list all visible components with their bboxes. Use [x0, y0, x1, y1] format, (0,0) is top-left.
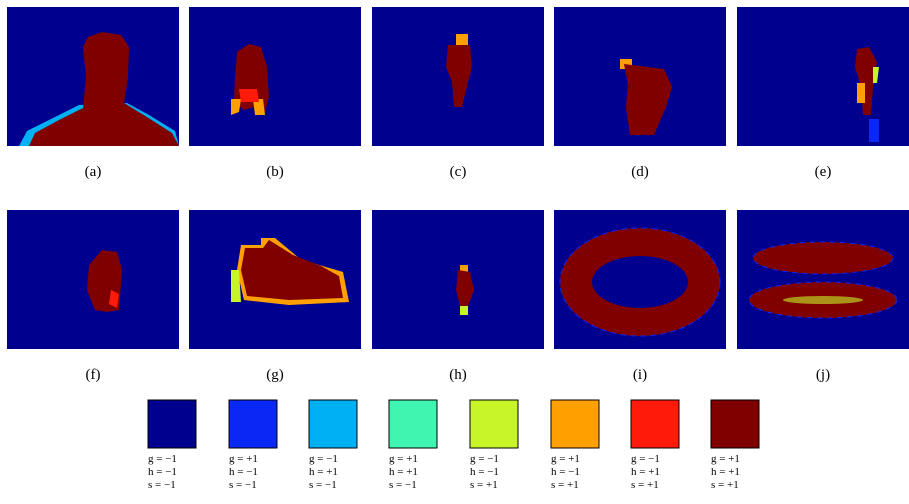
panel-label: (a) — [85, 164, 102, 180]
legend-text: h = +1 — [711, 466, 740, 478]
legend-swatch — [388, 399, 438, 449]
legend-text: g = +1 — [551, 453, 580, 465]
panel-label: (b) — [266, 164, 284, 180]
legend-swatch — [147, 399, 197, 449]
legend-text: h = −1 — [470, 466, 499, 478]
legend-text: h = −1 — [148, 466, 177, 478]
panel-label: (c) — [450, 164, 467, 180]
legend-item: g = +1h = −1s = +1 — [550, 399, 600, 491]
legend-text: s = −1 — [229, 479, 257, 491]
segment — [752, 241, 894, 275]
legend-swatch — [469, 399, 519, 449]
panel: (c) — [372, 7, 544, 180]
panel-label: (j) — [816, 367, 830, 383]
panel: (g) — [189, 210, 361, 383]
legend-swatch — [630, 399, 680, 449]
segment — [29, 32, 179, 146]
segment — [592, 256, 688, 308]
legend-text: g = +1 — [711, 453, 740, 465]
segment — [239, 89, 259, 102]
panel: (b) — [189, 7, 361, 180]
legend-text: g = +1 — [229, 453, 258, 465]
segment — [855, 47, 877, 115]
legend-item: g = −1h = −1s = −1 — [147, 399, 197, 491]
segment — [109, 290, 119, 308]
panel-label: (i) — [633, 367, 647, 383]
panel: (e) — [737, 7, 909, 180]
panel: (a) — [7, 7, 179, 180]
panel: (j) — [737, 210, 909, 383]
panel-label: (f) — [86, 367, 101, 383]
legend-text: g = −1 — [309, 453, 338, 465]
panel: (d) — [554, 7, 726, 180]
segment — [253, 99, 265, 115]
segment — [446, 45, 472, 107]
segment — [456, 34, 468, 45]
legend-text: h = +1 — [631, 466, 660, 478]
legend-swatch — [550, 399, 600, 449]
segment — [580, 248, 700, 316]
panel-image — [189, 7, 361, 146]
legend-swatch — [228, 399, 278, 449]
legend-item: g = +1h = −1s = −1 — [228, 399, 278, 491]
legend-text: g = +1 — [389, 453, 418, 465]
legend-text: s = −1 — [389, 479, 417, 491]
segment — [783, 296, 863, 304]
legend-text: s = +1 — [551, 479, 579, 491]
panel: (h) — [372, 210, 544, 383]
panel-image — [737, 7, 909, 146]
panel: (i) — [554, 210, 726, 383]
legend-text: g = −1 — [631, 453, 660, 465]
legend-text: h = −1 — [551, 466, 580, 478]
segment — [624, 64, 672, 135]
legend-text: h = +1 — [389, 466, 418, 478]
legend-item: g = −1h = +1s = +1 — [630, 399, 680, 491]
segment — [869, 119, 879, 142]
legend-text: s = −1 — [309, 479, 337, 491]
legend-text: s = +1 — [631, 479, 659, 491]
segment — [241, 240, 343, 300]
legend-text: g = −1 — [148, 453, 177, 465]
legend-text: h = −1 — [229, 466, 258, 478]
legend-text: g = −1 — [470, 453, 499, 465]
segment — [857, 83, 865, 103]
panel-image — [737, 210, 909, 349]
panel-label: (h) — [449, 367, 467, 383]
panel: (f) — [7, 210, 179, 383]
legend-swatch — [308, 399, 358, 449]
legend-item: g = −1h = +1s = −1 — [308, 399, 358, 491]
legend-item: g = +1h = +1s = −1 — [388, 399, 438, 491]
legend-text: s = +1 — [470, 479, 498, 491]
legend-item: g = +1h = +1s = +1 — [710, 399, 760, 491]
legend-text: s = +1 — [711, 479, 739, 491]
legend-text: s = −1 — [148, 479, 176, 491]
segment — [456, 270, 474, 306]
panel-label: (d) — [631, 164, 649, 180]
panel-label: (e) — [815, 164, 832, 180]
legend-text: h = +1 — [309, 466, 338, 478]
panel-label: (g) — [266, 367, 284, 383]
segment — [231, 270, 241, 302]
segment — [873, 67, 879, 83]
legend-item: g = −1h = −1s = +1 — [469, 399, 519, 491]
legend-swatch — [710, 399, 760, 449]
segment — [231, 99, 241, 115]
